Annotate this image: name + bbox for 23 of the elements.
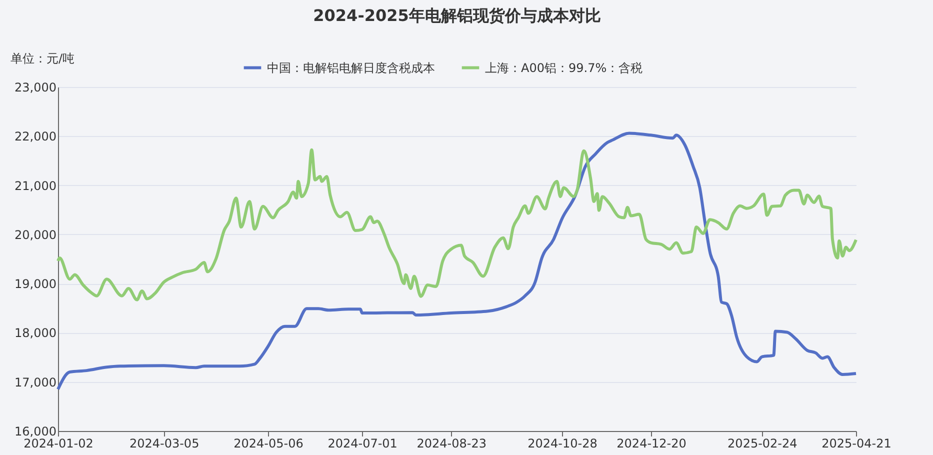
x-tick-label: 2024-08-23 <box>416 436 486 450</box>
line-series <box>56 148 858 302</box>
legend-label: 上海：A00铝：99.7%：含税 <box>485 60 643 75</box>
chart-title: 2024-2025年电解铝现货价与成本对比 <box>313 6 601 25</box>
y-tick-label: 19,000 <box>14 277 56 292</box>
x-tick-label: 2024-10-28 <box>528 436 598 450</box>
y-tick-label: 23,000 <box>14 80 56 94</box>
x-tick-label: 2024-03-05 <box>129 436 200 450</box>
line-series <box>56 132 858 391</box>
y-tick-label: 22,000 <box>14 130 56 144</box>
y-axis-title: 单位：元/吨 <box>10 52 75 66</box>
y-tick-label: 18,000 <box>14 326 56 340</box>
x-tick-label: 2024-12-20 <box>616 436 686 450</box>
x-tick-label: 2024-01-02 <box>24 436 94 450</box>
y-tick-label: 16,000 <box>14 424 56 438</box>
x-tick-label: 2024-07-01 <box>328 436 398 450</box>
x-tick-label: 2025-02-24 <box>728 436 798 450</box>
x-tick-label: 2024-05-06 <box>234 436 304 450</box>
y-tick-label: 21,000 <box>14 178 56 193</box>
y-tick-label: 20,000 <box>14 228 56 242</box>
x-tick-label: 2025-04-21 <box>822 436 892 450</box>
legend-label: 中国：电解铝电解日度含税成本 <box>267 60 435 75</box>
y-tick-label: 17,000 <box>14 375 56 390</box>
